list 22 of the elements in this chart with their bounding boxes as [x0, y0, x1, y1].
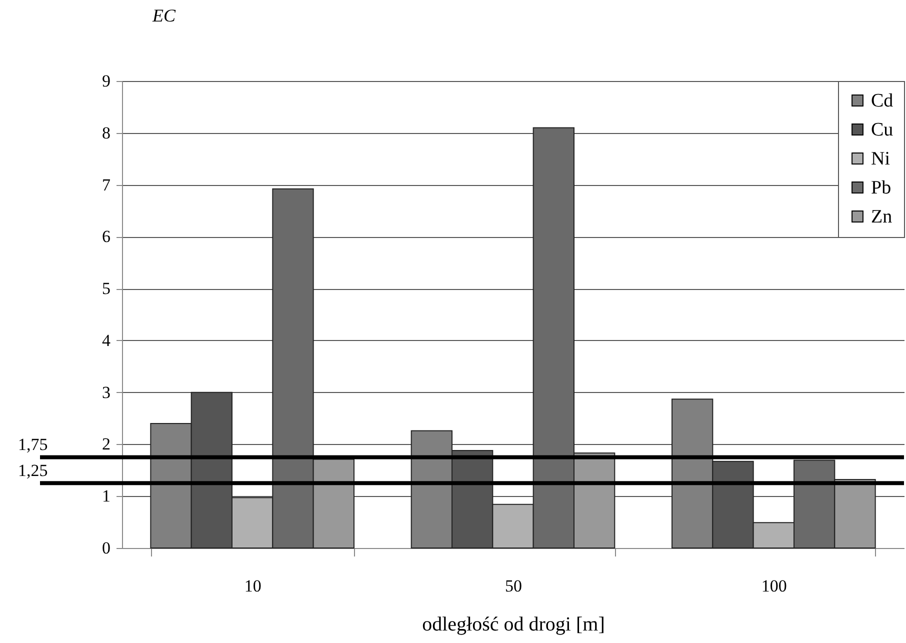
x-tick-label: 100: [761, 576, 787, 596]
y-tick-label: 6: [102, 227, 110, 246]
ref-line-label: 1,75: [18, 435, 48, 454]
legend-label: Zn: [871, 206, 893, 228]
y-axis-title: EC: [152, 6, 176, 26]
ref-line-label: 1,25: [18, 461, 48, 480]
y-tick-label: 2: [102, 434, 110, 454]
legend-label: Ni: [871, 148, 890, 170]
x-axis-title: odległość od drogi [m]: [422, 614, 605, 636]
x-tick-label: 50: [505, 576, 522, 596]
y-tick-label: 8: [102, 123, 110, 142]
y-tick-label: 7: [102, 175, 111, 194]
y-tick-label: 3: [102, 382, 110, 402]
legend-label: Pb: [871, 178, 892, 198]
y-tick-label: 5: [102, 279, 110, 298]
y-tick-label: 9: [102, 72, 110, 90]
legend-label: Cd: [871, 90, 894, 112]
y-tick-label: 0: [102, 538, 110, 558]
y-tick-label: 4: [102, 330, 111, 350]
x-tick-label: 10: [244, 576, 262, 596]
y-tick-label: 1: [102, 486, 110, 506]
legend-label: Cu: [871, 120, 894, 140]
